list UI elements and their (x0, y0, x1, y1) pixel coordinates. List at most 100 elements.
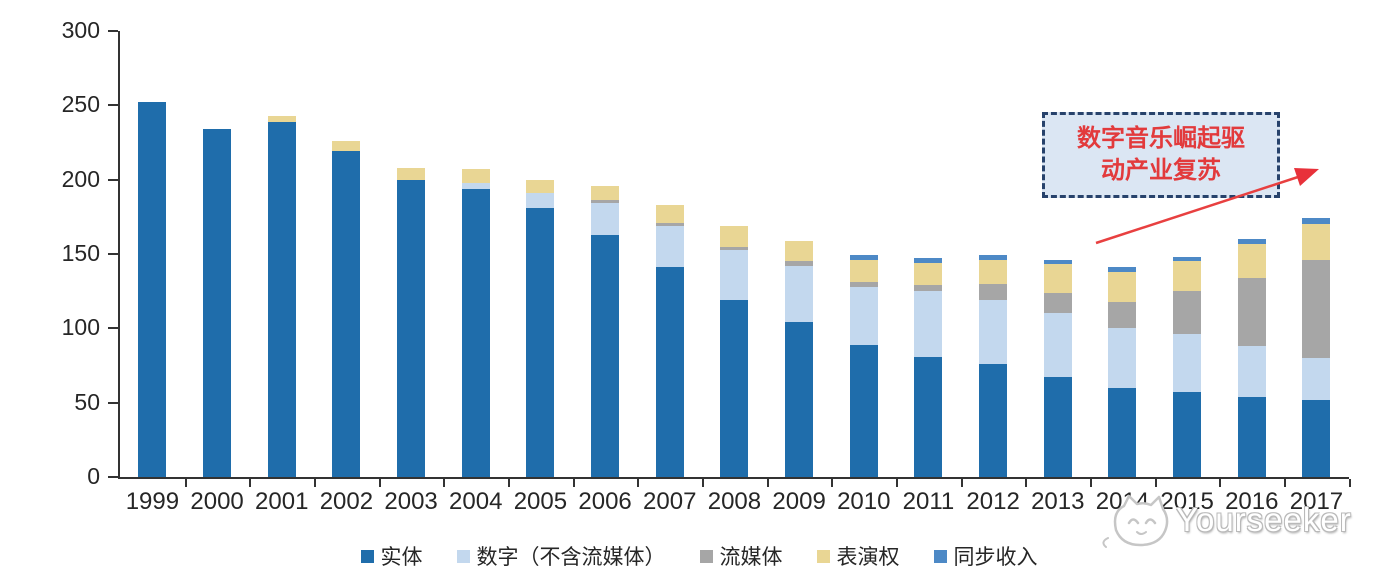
bar-segment-streaming (1173, 291, 1202, 335)
legend-label: 流媒体 (719, 546, 783, 569)
bar-segment-performance-rights (397, 167, 426, 180)
bar-segment-digital-excl-streaming (1173, 334, 1202, 393)
x-axis-label: 2016 (1225, 488, 1279, 515)
bar-segment-performance-rights (591, 185, 620, 201)
y-tick-label: 50 (74, 388, 100, 415)
bar-segment-performance-rights (332, 141, 361, 152)
x-tick (249, 479, 252, 487)
bar-segment-physical (720, 300, 749, 477)
bar-segment-streaming (720, 246, 749, 250)
bar-segment-digital-excl-streaming (720, 249, 749, 301)
legend-item-performance-rights: 表演权 (816, 541, 900, 571)
bar-segment-digital-excl-streaming (785, 265, 814, 323)
x-axis (118, 477, 1349, 479)
x-tick (1219, 479, 1222, 487)
x-axis-label: 2006 (578, 488, 632, 515)
bar-segment-physical (785, 322, 814, 477)
y-tick (108, 104, 118, 107)
bar-segment-streaming (849, 282, 878, 287)
x-tick (702, 479, 705, 487)
y-tick-label: 150 (61, 239, 100, 266)
bar-segment-physical (1302, 399, 1331, 477)
x-tick (766, 479, 769, 487)
bar-segment-performance-rights (849, 259, 878, 283)
watermark-text: Yourseeker (1176, 501, 1352, 538)
y-tick-label: 200 (61, 165, 100, 192)
x-tick (1348, 479, 1351, 487)
bar-segment-streaming (785, 261, 814, 266)
bar-segment-streaming (655, 222, 684, 226)
bar-segment-physical (397, 179, 426, 477)
x-axis-label: 2002 (319, 488, 374, 515)
legend-label: 实体 (380, 546, 423, 569)
bar-segment-physical (138, 102, 167, 477)
bar-segment-sync-revenue (1237, 239, 1266, 244)
x-axis-label: 2007 (643, 488, 697, 515)
x-tick (572, 479, 575, 487)
bar-segment-performance-rights (655, 204, 684, 223)
bar-segment-physical (1237, 396, 1266, 477)
legend-item-streaming: 流媒体 (699, 541, 783, 571)
bar-segment-physical (461, 188, 490, 477)
annotation-line1: 数字音乐崛起驱 (1077, 125, 1245, 152)
bar-segment-physical (591, 234, 620, 477)
legend: 实体 数字（不含流媒体） 流媒体 表演权 同步收入 (0, 541, 1398, 571)
legend-label: 表演权 (836, 546, 900, 569)
annotation-box: 数字音乐崛起驱 动产业复苏 (1042, 112, 1280, 198)
bar-segment-digital-excl-streaming (914, 291, 943, 357)
cat-logo-icon (1102, 494, 1169, 548)
legend-swatch-icon (699, 549, 713, 563)
legend-label: 数字（不含流媒体） (476, 546, 666, 569)
x-axis-label: 2015 (1160, 488, 1214, 515)
bar-segment-streaming (1108, 301, 1137, 329)
y-tick (108, 327, 118, 330)
bar-segment-sync-revenue (914, 258, 943, 263)
legend-item-physical: 实体 (360, 541, 423, 571)
bar-segment-performance-rights (720, 225, 749, 247)
bar-segment-performance-rights (1302, 224, 1331, 260)
annotation-line2: 动产业复苏 (1101, 157, 1221, 184)
bar-segment-physical (849, 344, 878, 477)
bar-segment-digital-excl-streaming (1237, 346, 1266, 397)
bar-segment-digital-excl-streaming (1302, 358, 1331, 400)
bar-segment-physical (267, 121, 296, 477)
y-tick (108, 178, 118, 181)
bar-segment-streaming (914, 285, 943, 292)
y-tick-label: 0 (87, 462, 100, 489)
x-axis-label: 2010 (837, 488, 891, 515)
x-axis-label: 2005 (513, 488, 568, 515)
x-tick (314, 479, 317, 487)
legend-swatch-icon (816, 549, 830, 563)
y-tick-label: 300 (61, 16, 100, 43)
bar-segment-sync-revenue (1302, 218, 1331, 225)
legend-swatch-icon (933, 549, 947, 563)
x-axis-label: 1999 (125, 488, 180, 515)
watermark: Yourseeker (1098, 492, 1352, 548)
x-axis-label: 2009 (772, 488, 826, 515)
x-tick (1284, 479, 1287, 487)
y-axis (118, 31, 120, 477)
bar-segment-sync-revenue (1108, 267, 1137, 272)
legend-swatch-icon (456, 549, 470, 563)
bar-segment-physical (1173, 392, 1202, 477)
bar-segment-physical (203, 129, 232, 477)
bar-segment-sync-revenue (849, 255, 878, 260)
bar-segment-digital-excl-streaming (526, 193, 555, 208)
bar-segment-performance-rights (979, 259, 1008, 284)
bar-segment-physical (979, 364, 1008, 477)
bar-segment-performance-rights (267, 115, 296, 122)
bar-segment-streaming (1302, 259, 1331, 359)
legend-item-digital-excl-streaming: 数字（不含流媒体） (456, 541, 666, 571)
bar-segment-streaming (1237, 277, 1266, 347)
bar-segment-sync-revenue (1173, 256, 1202, 262)
bar-segment-digital-excl-streaming (1043, 313, 1072, 378)
x-tick (637, 479, 640, 487)
x-axis-label: 2011 (902, 488, 955, 515)
x-axis-label: 2013 (1031, 488, 1085, 515)
legend-label: 同步收入 (953, 546, 1038, 569)
legend-swatch-icon (360, 549, 374, 563)
x-tick (443, 479, 446, 487)
bar-segment-digital-excl-streaming (1108, 328, 1137, 388)
bar-segment-streaming (1043, 292, 1072, 314)
